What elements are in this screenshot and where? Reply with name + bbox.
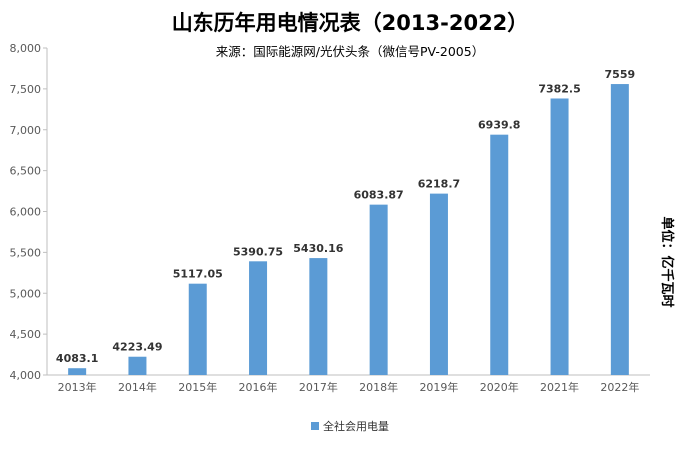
chart-title: 山东历年用电情况表（2013-2022） bbox=[172, 11, 529, 35]
x-tick-label: 2019年 bbox=[419, 380, 458, 394]
bar bbox=[490, 134, 509, 375]
bar-value-label: 4083.1 bbox=[56, 352, 98, 365]
x-axis: 2013年 2014年 2015年 2016年 2017年 2018年 2019年 2020年… bbox=[47, 374, 650, 394]
x-tick-label: 2016年 bbox=[239, 380, 278, 394]
bar bbox=[610, 84, 629, 375]
bar-value-label: 4223.49 bbox=[112, 341, 162, 354]
legend-label: 全社会用电量 bbox=[323, 419, 389, 433]
x-tick-label: 2018年 bbox=[359, 380, 398, 394]
bar bbox=[128, 356, 147, 375]
y-tick-label: 4,000 bbox=[10, 369, 42, 382]
y-tick-label: 8,000 bbox=[10, 42, 42, 55]
x-tick-label: 2020年 bbox=[480, 380, 519, 394]
bar bbox=[68, 368, 87, 375]
legend-swatch bbox=[311, 422, 319, 430]
bar bbox=[369, 204, 388, 375]
y-axis: 4,000 4,500 5,000 5,500 6,000 6,500 7,000 7,500… bbox=[10, 42, 48, 382]
bar bbox=[309, 258, 328, 375]
y-tick-label: 6,000 bbox=[10, 206, 42, 219]
bar-value-label: 6939.8 bbox=[478, 119, 520, 132]
unit-note: 单位：亿千瓦时 bbox=[659, 216, 675, 307]
bars: 4083.1 4223.49 5117.05 5390.75 5430.16 6083.8… bbox=[56, 68, 635, 375]
bar-value-label: 6218.7 bbox=[418, 178, 460, 191]
y-tick-label: 7,500 bbox=[10, 83, 42, 96]
x-tick-label: 2013年 bbox=[58, 380, 97, 394]
y-tick-label: 7,000 bbox=[10, 124, 42, 137]
bar-value-label: 6083.87 bbox=[354, 189, 404, 202]
bar-value-label: 7382.5 bbox=[538, 82, 580, 95]
x-tick-label: 2022年 bbox=[600, 380, 639, 394]
bar-value-label: 5390.75 bbox=[233, 245, 283, 258]
x-tick-label: 2015年 bbox=[178, 380, 217, 394]
bar bbox=[429, 193, 448, 375]
bar bbox=[550, 98, 569, 375]
bar-value-label: 7559 bbox=[605, 68, 636, 81]
x-tick-label: 2017年 bbox=[299, 380, 338, 394]
legend: 全社会用电量 bbox=[311, 419, 389, 433]
bar bbox=[188, 283, 207, 375]
bar-value-label: 5117.05 bbox=[173, 268, 223, 281]
x-tick-label: 2014年 bbox=[118, 380, 157, 394]
x-tick-label: 2021年 bbox=[540, 380, 579, 394]
y-tick-label: 6,500 bbox=[10, 165, 42, 178]
bar bbox=[249, 261, 268, 375]
y-tick-label: 5,000 bbox=[10, 287, 42, 300]
bar-value-label: 5430.16 bbox=[293, 242, 343, 255]
y-tick-label: 4,500 bbox=[10, 328, 42, 341]
y-tick-label: 5,500 bbox=[10, 246, 42, 259]
chart-subtitle: 来源：国际能源网/光伏头条（微信号PV-2005） bbox=[216, 44, 484, 59]
